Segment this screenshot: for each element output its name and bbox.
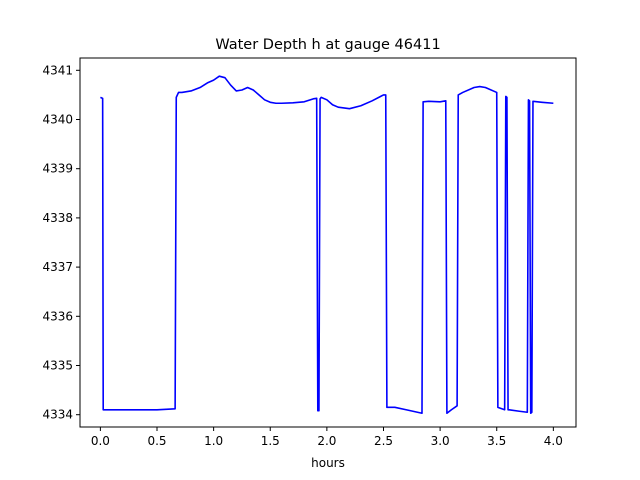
y-tick-label: 4337 [42, 260, 73, 274]
x-tick-label: 3.0 [431, 434, 450, 448]
x-tick-label: 1.5 [261, 434, 280, 448]
x-axis-label: hours [311, 456, 345, 470]
x-tick-label: 1.0 [204, 434, 223, 448]
y-tick-label: 4339 [42, 162, 73, 176]
y-tick-label: 4335 [42, 359, 73, 373]
y-tick-label: 4340 [42, 113, 73, 127]
x-tick-label: 0.0 [91, 434, 110, 448]
x-axis: 0.0 0.5 1.0 1.5 2.0 2.5 3.0 3.5 4.0 [91, 427, 563, 448]
plot-frame [79, 57, 577, 428]
y-tick-label: 4341 [42, 63, 73, 77]
plot-layer [100, 75, 554, 415]
chart-title: Water Depth h at gauge 46411 [215, 37, 440, 53]
y-tick-label: 4334 [42, 408, 73, 422]
x-tick-label: 2.0 [317, 434, 336, 448]
y-tick-label: 4338 [42, 211, 73, 225]
x-tick-label: 2.5 [374, 434, 393, 448]
x-tick-label: 4.0 [544, 434, 563, 448]
x-tick-label: 0.5 [147, 434, 166, 448]
y-axis: 4334 4335 4336 4337 4338 4339 4340 4341 [42, 63, 80, 422]
y-tick-label: 4336 [42, 309, 73, 323]
series-line-0 [100, 75, 554, 415]
x-tick-label: 3.5 [487, 434, 506, 448]
